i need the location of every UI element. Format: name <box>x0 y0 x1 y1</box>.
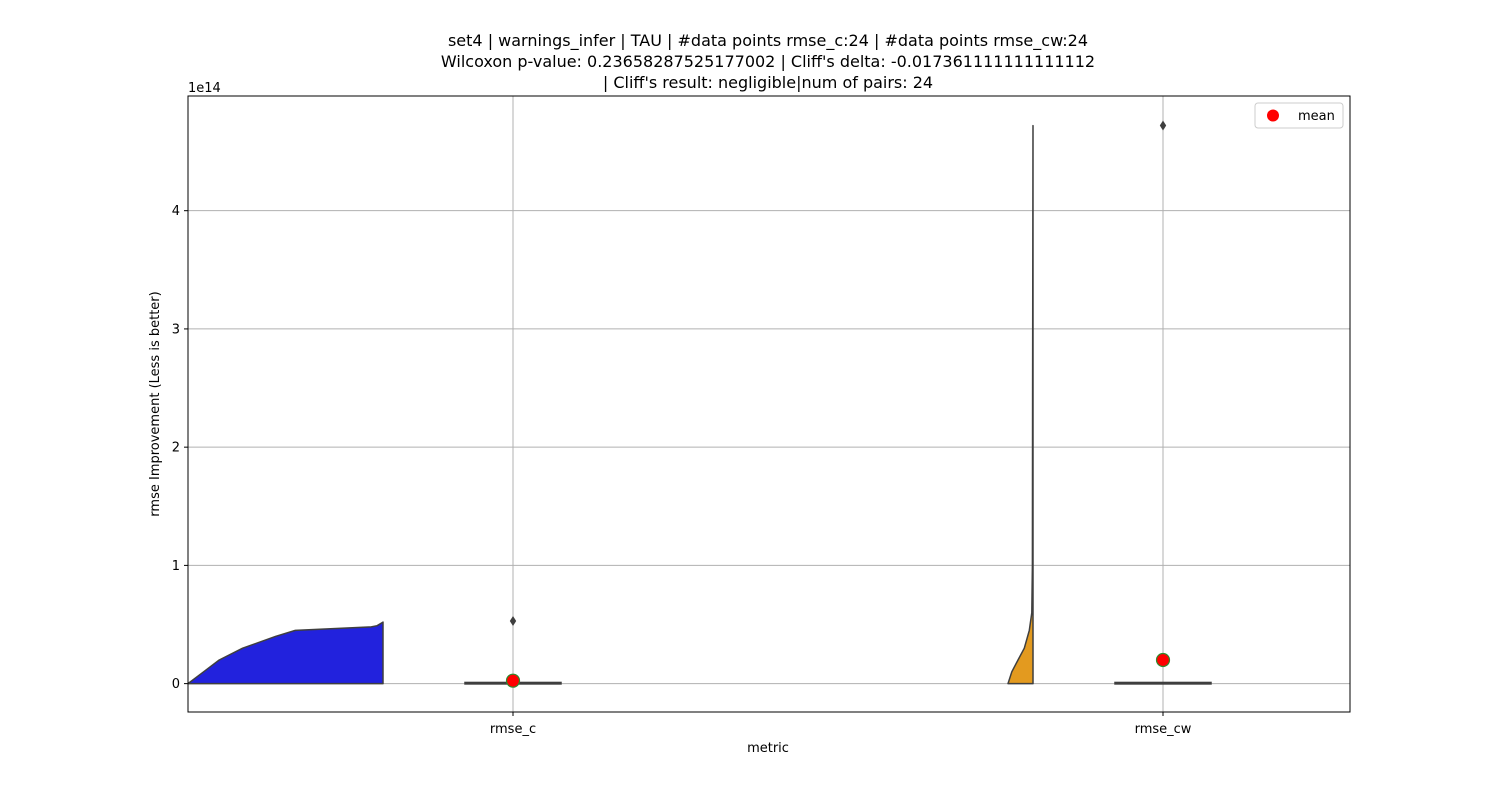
violins <box>187 124 1034 685</box>
violin-rmse_cw <box>1007 124 1034 685</box>
y-axis-label: rmse Improvement (Less is better) <box>148 291 163 516</box>
x-tick-label-rmse_cw: rmse_cw <box>1135 722 1192 737</box>
mean-markers <box>505 652 1171 688</box>
outlier-point-rmse_c <box>509 615 517 626</box>
grid <box>188 96 1350 712</box>
x-axis-label: metric <box>747 741 789 756</box>
title-line-3: | Cliff's result: negligible|num of pair… <box>603 73 933 92</box>
plot-frame <box>187 95 1351 713</box>
legend-box <box>1254 102 1344 129</box>
legend: mean <box>1254 102 1344 129</box>
mean-point-rmse_cw <box>1155 652 1171 668</box>
y-tick-label: 0 <box>172 677 180 692</box>
legend-label-mean: mean <box>1298 109 1335 124</box>
y-tick-label: 3 <box>172 322 180 337</box>
violin-rmse_c <box>187 621 384 685</box>
title-line-1: set4 | warnings_infer | TAU | #data poin… <box>448 31 1088 51</box>
y-offset-label: 1e14 <box>188 81 221 96</box>
outliers <box>509 120 1167 626</box>
chart-title: set4 | warnings_infer | TAU | #data poin… <box>441 31 1095 92</box>
y-tick-label: 4 <box>172 204 180 219</box>
outlier-point-rmse_cw <box>1159 120 1167 131</box>
x-tick-label-rmse_c: rmse_c <box>490 722 536 737</box>
y-axis-ticks: 0 1 2 3 4 <box>172 204 188 692</box>
legend-marker-mean <box>1267 109 1279 122</box>
x-axis-ticks: rmse_c rmse_cw <box>490 712 1192 737</box>
title-line-2: Wilcoxon p-value: 0.23658287525177002 | … <box>441 52 1095 71</box>
mean-point-rmse_c <box>505 673 521 688</box>
y-tick-label: 2 <box>172 441 180 456</box>
y-tick-label: 1 <box>172 559 180 574</box>
